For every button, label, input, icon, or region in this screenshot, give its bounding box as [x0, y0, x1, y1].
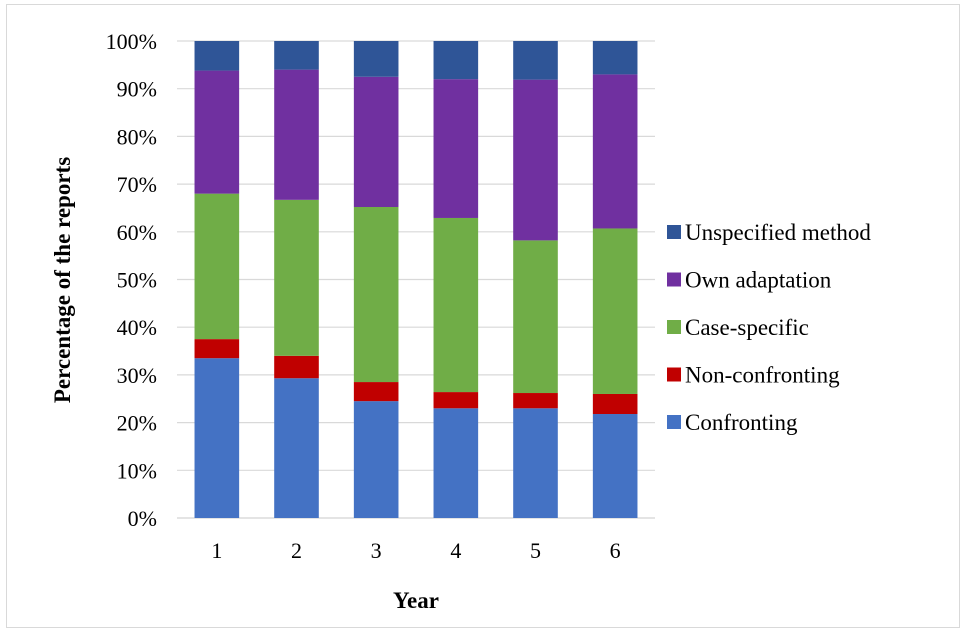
gridlines: [177, 40, 655, 519]
legend-label-unspecified-method: Unspecified method: [685, 220, 871, 245]
y-tick-labels: 0% 10% 20% 30% 40% 50% 60% 70% 80% 90% 100%: [106, 29, 157, 531]
y-tick-label: 100%: [106, 29, 157, 54]
bars: [194, 41, 638, 518]
bar-segment-own-adaptation-year-6: [592, 74, 638, 229]
bar-segment-own-adaptation-year-5: [513, 79, 558, 241]
y-tick-label: 0%: [128, 506, 157, 531]
bar-segment-case-specific-year-5: [513, 240, 558, 394]
bar-segment-own-adaptation-year-4: [433, 79, 479, 218]
y-tick-label: 70%: [117, 172, 157, 197]
bar-segment-own-adaptation-year-2: [274, 69, 319, 200]
bar-segment-confronting-year-6: [592, 414, 638, 518]
legend-swatch-confronting: [667, 415, 681, 429]
y-tick-label: 90%: [117, 77, 157, 102]
x-tick-label: 3: [371, 538, 382, 563]
bar-segment-confronting-year-3: [353, 401, 399, 518]
legend-swatch-unspecified-method: [667, 225, 681, 239]
y-tick-label: 40%: [117, 315, 157, 340]
bar-segment-confronting-year-2: [274, 378, 319, 518]
legend-label-confronting: Confronting: [685, 410, 798, 435]
x-tick-label: 6: [610, 538, 621, 563]
bar-segment-unspecified-method-year-2: [274, 41, 319, 70]
y-tick-label: 60%: [117, 220, 157, 245]
legend: Unspecified method Own adaptation Case-spe…: [667, 220, 871, 435]
legend-label-own-adaptation: Own adaptation: [685, 268, 832, 293]
bar-segment-unspecified-method-year-6: [592, 41, 638, 75]
x-tick-label: 1: [211, 538, 222, 563]
x-tick-label: 2: [291, 538, 302, 563]
bar-segment-non-confronting-year-6: [592, 393, 638, 415]
bar-segment-non-confronting-year-2: [274, 355, 319, 379]
y-tick-label: 30%: [117, 363, 157, 388]
y-axis-title: Percentage of the reports: [50, 157, 75, 403]
bar-segment-own-adaptation-year-3: [353, 76, 399, 207]
bar-segment-unspecified-method-year-5: [513, 41, 558, 80]
bar-segment-own-adaptation-year-1: [194, 70, 240, 194]
y-tick-label: 80%: [117, 124, 157, 149]
bar-segment-unspecified-method-year-3: [353, 41, 399, 77]
bar-segment-unspecified-method-year-4: [433, 41, 479, 80]
bar-segment-non-confronting-year-1: [194, 339, 240, 359]
y-tick-label: 50%: [117, 268, 157, 293]
bar-segment-confronting-year-1: [194, 358, 240, 518]
bar-segment-non-confronting-year-3: [353, 382, 399, 402]
y-tick-label: 10%: [117, 458, 157, 483]
bar-segment-case-specific-year-6: [592, 228, 638, 394]
legend-label-case-specific: Case-specific: [685, 315, 809, 340]
x-tick-label: 5: [530, 538, 541, 563]
chart-frame: [6, 4, 960, 628]
bar-segment-case-specific-year-1: [194, 193, 240, 340]
legend-swatch-case-specific: [667, 320, 681, 334]
x-tick-label: 4: [450, 538, 461, 563]
bar-segment-confronting-year-5: [513, 408, 558, 518]
legend-label-non-confronting: Non-confronting: [685, 363, 840, 388]
bar-segment-confronting-year-4: [433, 408, 479, 518]
bar-segment-case-specific-year-2: [274, 199, 319, 356]
bar-segment-case-specific-year-4: [433, 217, 479, 393]
y-tick-label: 20%: [117, 411, 157, 436]
bar-segment-non-confronting-year-5: [513, 393, 558, 409]
legend-swatch-non-confronting: [667, 367, 681, 382]
bar-segment-unspecified-method-year-1: [194, 41, 240, 71]
bar-segment-case-specific-year-3: [353, 206, 399, 383]
legend-swatch-own-adaptation: [667, 272, 681, 287]
x-tick-labels: 1 2 3 4 5 6: [211, 538, 620, 563]
x-axis-title: Year: [393, 588, 439, 613]
bar-segment-non-confronting-year-4: [433, 392, 479, 409]
